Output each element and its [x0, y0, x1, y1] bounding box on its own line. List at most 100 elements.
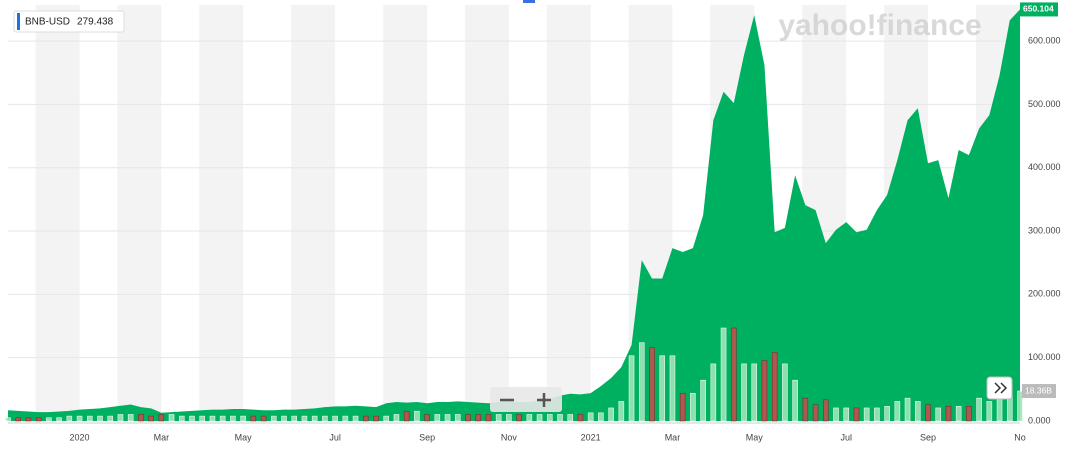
- volume-bar: [914, 401, 921, 422]
- volume-bar: [536, 414, 543, 422]
- volume-bar: [577, 414, 584, 422]
- volume-bar: [342, 415, 349, 422]
- volume-bar: [403, 410, 410, 422]
- volume-bar: [935, 407, 942, 422]
- volume-bar: [945, 406, 952, 422]
- top-marker: [523, 0, 535, 3]
- volume-bar: [189, 415, 195, 422]
- volume-bar: [608, 407, 614, 422]
- volume-bar: [986, 401, 993, 422]
- volume-bar: [782, 363, 788, 422]
- volume-bar: [843, 407, 850, 422]
- month-band: [291, 5, 336, 421]
- volume-bar: [495, 414, 502, 422]
- volume-bar: [546, 414, 553, 422]
- volume-bar: [352, 415, 359, 422]
- volume-bar: [833, 407, 839, 422]
- volume-bar: [863, 407, 870, 422]
- volume-bar: [710, 363, 717, 422]
- legend: BNB-USD 279.438: [13, 10, 125, 33]
- volume-bar: [76, 415, 83, 422]
- volume-bar: [557, 414, 563, 422]
- x-tick-label: May: [746, 432, 764, 442]
- volume-bar: [802, 397, 809, 422]
- volume-bar: [322, 415, 328, 422]
- volume-bar: [424, 414, 430, 422]
- volume-bar: [15, 417, 22, 422]
- volume-bar: [874, 407, 880, 422]
- legend-symbol: BNB-USD: [25, 17, 70, 28]
- volume-bar: [209, 415, 216, 422]
- x-tick-label: May: [235, 432, 253, 442]
- y-tick-label: 500.000: [1028, 99, 1061, 109]
- volume-bar: [117, 414, 124, 422]
- month-band: [199, 5, 244, 421]
- volume-bar: [925, 404, 931, 422]
- volume-bar: [669, 355, 676, 422]
- x-tick-label: Jul: [840, 432, 852, 442]
- volume-bar: [291, 415, 298, 422]
- volume-bar: [444, 414, 451, 422]
- x-tick-label: Jul: [329, 432, 341, 442]
- volume-bar: [485, 414, 492, 422]
- volume-bar: [56, 417, 62, 422]
- volume-bar: [587, 412, 594, 422]
- volume-bar: [107, 415, 114, 422]
- volume-bar: [25, 417, 32, 422]
- x-tick-label: Nov: [501, 432, 518, 442]
- volume-bar: [66, 415, 73, 422]
- volume-bar: [792, 379, 798, 422]
- volume-bar: [230, 415, 236, 422]
- scroll-icon: [994, 382, 1008, 394]
- volume-bar: [35, 417, 42, 422]
- volume-bar: [383, 415, 390, 422]
- volume-bar: [434, 414, 441, 422]
- x-tick-label: Mar: [154, 432, 170, 442]
- volume-bar: [158, 414, 165, 422]
- volume-bar: [86, 415, 93, 422]
- volume-bar: [618, 401, 625, 422]
- volume-bar: [301, 415, 308, 422]
- month-band: [546, 5, 591, 421]
- volume-bar: [127, 414, 134, 422]
- volume-bar: [199, 415, 206, 422]
- y-tick-label: 200.000: [1028, 289, 1061, 299]
- volume-bar: [761, 360, 768, 422]
- price-tag-label: 650.104: [1023, 4, 1054, 14]
- price-tag: [1020, 2, 1058, 17]
- legend-box: [13, 10, 125, 33]
- y-tick-label: 100.000: [1028, 352, 1061, 362]
- volume-bar: [853, 407, 860, 422]
- legend-swatch: [17, 13, 20, 30]
- volume-bar: [741, 363, 747, 422]
- volume-bar: [138, 414, 144, 422]
- volume-bar: [884, 406, 890, 422]
- volume-bar: [1017, 390, 1023, 422]
- x-tick-label: Sep: [419, 432, 435, 442]
- watermark: yahoo!finance: [778, 9, 981, 42]
- volume-bar: [894, 401, 901, 422]
- volume-bar: [270, 415, 277, 422]
- y-tick-label: 300.000: [1028, 225, 1061, 235]
- volume-bar: [659, 355, 666, 422]
- volume-bar: [751, 363, 758, 422]
- volume-bar: [955, 406, 962, 422]
- volume-bar: [679, 392, 686, 422]
- volume-bar: [628, 355, 635, 422]
- zoom-controls[interactable]: [490, 387, 562, 412]
- volume-bar: [598, 412, 604, 422]
- volume-bar: [219, 415, 226, 422]
- scroll-button[interactable]: [986, 376, 1013, 400]
- x-tick-label: Mar: [665, 432, 681, 442]
- volume-bar: [240, 415, 246, 422]
- volume-bar: [904, 397, 911, 422]
- volume-bar: [393, 414, 400, 422]
- volume-bar: [465, 414, 471, 422]
- x-tick-label: Sep: [920, 432, 936, 442]
- volume-bar: [148, 415, 154, 422]
- x-tick-label: 2021: [581, 432, 601, 442]
- volume-bar: [97, 415, 103, 422]
- volume-bar: [976, 397, 982, 422]
- x-tick-label: 2020: [70, 432, 90, 442]
